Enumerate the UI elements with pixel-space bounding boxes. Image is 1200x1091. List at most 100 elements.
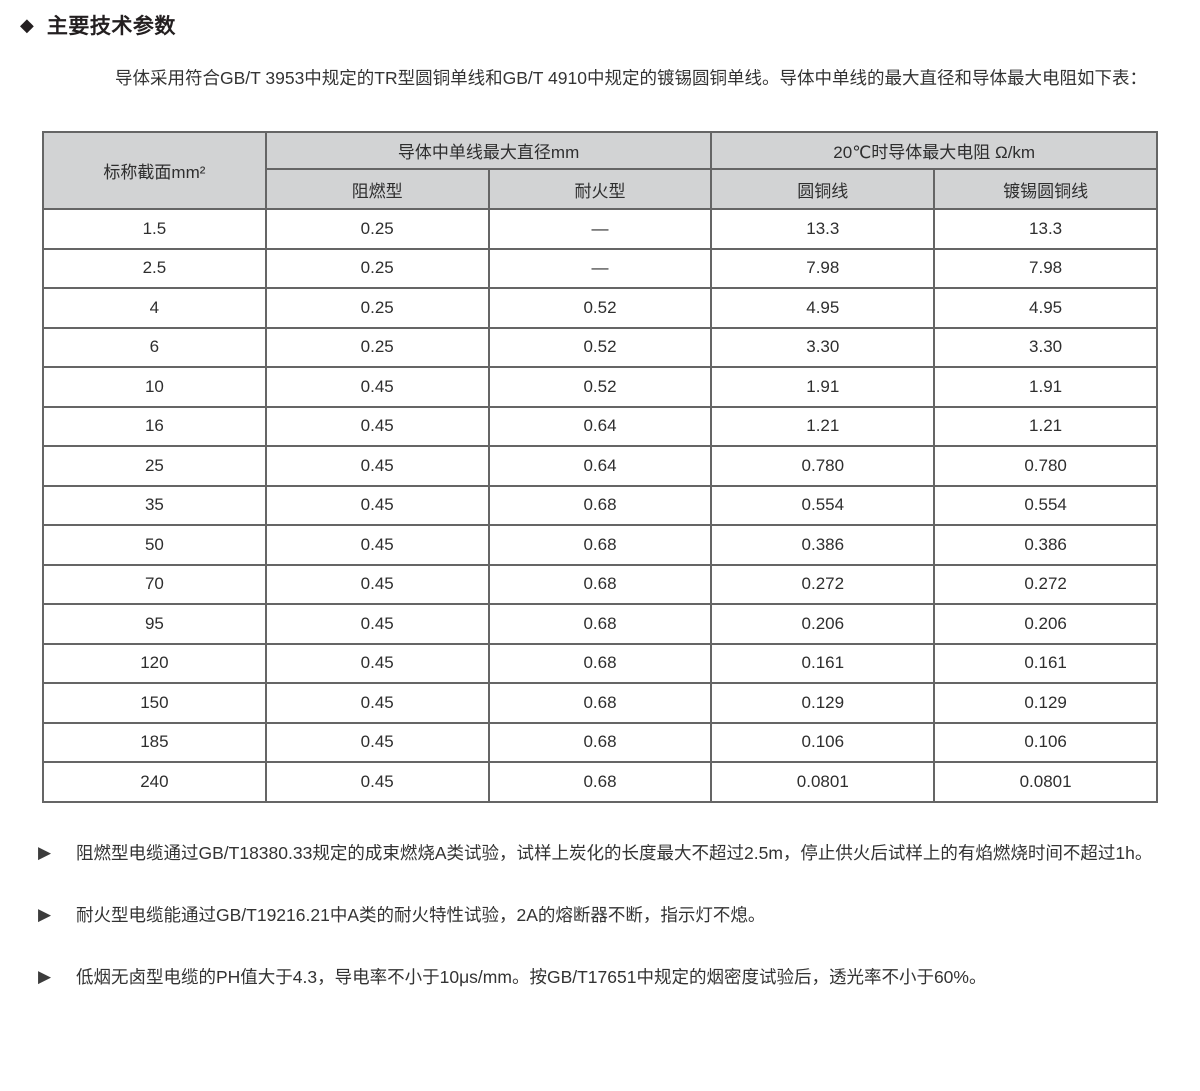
table-cell: 0.25: [264, 247, 490, 289]
table-cell: 50: [42, 524, 267, 566]
table-cell: 0.554: [933, 484, 1158, 526]
spec-table-head: 标称截面mm² 导体中单线最大直径mm 20℃时导体最大电阻 Ω/km 阻燃型 …: [42, 131, 1158, 210]
notes-section: ▶ 阻燃型电缆通过GB/T18380.33规定的成束燃烧A类试验，试样上炭化的长…: [38, 834, 1172, 996]
table-cell: 0.68: [487, 484, 713, 526]
table-cell: 0.45: [264, 484, 490, 526]
table-cell: 0.45: [264, 603, 490, 645]
table-cell: 0.45: [264, 524, 490, 566]
table-cell: 0.52: [487, 287, 713, 329]
table-cell: 0.272: [710, 563, 936, 605]
table-cell: 4.95: [933, 287, 1158, 329]
table-row: 1.5 0.25—13.3 13.3: [42, 208, 1158, 250]
table-cell: 1.21: [933, 405, 1158, 447]
table-cell: 1.91: [710, 366, 936, 408]
table-cell: —: [487, 208, 713, 250]
table-cell: 1.91: [933, 366, 1158, 408]
table-row: 25 0.45 0.64 0.780 0.780: [42, 445, 1158, 487]
table-row: 16 0.45 0.64 1.21 1.21: [42, 405, 1158, 447]
table-cell: 0.106: [933, 721, 1158, 763]
table-row: 95 0.45 0.68 0.206 0.206: [42, 603, 1158, 645]
table-cell: 7.98: [710, 247, 936, 289]
table-cell: 0.45: [264, 563, 490, 605]
table-cell: 1.5: [42, 208, 267, 250]
table-cell: 35: [42, 484, 267, 526]
table-cell: 0.206: [933, 603, 1158, 645]
table-cell: 0.106: [710, 721, 936, 763]
table-row: 6 0.25 0.52 3.30 3.30: [42, 326, 1158, 368]
note-text: 低烟无卤型电缆的PH值大于4.3，导电率不小于10μs/mm。按GB/T1765…: [76, 966, 987, 987]
note-text: 耐火型电缆能通过GB/T19216.21中A类的耐火特性试验，2A的熔断器不断，…: [76, 904, 766, 925]
diamond-icon: ◆: [20, 15, 34, 35]
header-nominal-section: 标称截面mm²: [42, 131, 267, 210]
table-cell: 0.129: [710, 682, 936, 724]
note-item: ▶ 耐火型电缆能通过GB/T19216.21中A类的耐火特性试验，2A的熔断器不…: [38, 896, 1172, 934]
table-cell: 6: [42, 326, 267, 368]
table-cell: 0.161: [933, 642, 1158, 684]
table-cell: 0.272: [933, 563, 1158, 605]
table-cell: 0.68: [487, 524, 713, 566]
header-max-wire-diameter-group: 导体中单线最大直径mm: [264, 131, 713, 170]
spec-table-body: 1.5 0.25—13.3 13.3 2.5 0.25—7.98 7.98 4 0.25 0.5…: [42, 208, 1158, 803]
table-cell: 0.554: [710, 484, 936, 526]
table-cell: 0.386: [710, 524, 936, 566]
table-cell: 3.30: [710, 326, 936, 368]
table-cell: 13.3: [933, 208, 1158, 250]
table-cell: 185: [42, 721, 267, 763]
intro-paragraph: 导体采用符合GB/T 3953中规定的TR型圆铜单线和GB/T 4910中规定的…: [115, 68, 1147, 88]
table-row: 70 0.45 0.68 0.272 0.272: [42, 563, 1158, 605]
table-cell: 150: [42, 682, 267, 724]
table-cell: 0.45: [264, 366, 490, 408]
header-tinned-round-copper: 镀锡圆铜线: [933, 168, 1158, 210]
table-cell: 0.45: [264, 721, 490, 763]
table-row: 150 0.45 0.68 0.129 0.129: [42, 682, 1158, 724]
table-row: 50 0.45 0.68 0.386 0.386: [42, 524, 1158, 566]
table-cell: 0.161: [710, 642, 936, 684]
table-row: 240 0.45 0.68 0.0801 0.0801: [42, 761, 1158, 803]
table-row: 35 0.45 0.68 0.554 0.554: [42, 484, 1158, 526]
table-cell: 10: [42, 366, 267, 408]
table-row: 2.5 0.25—7.98 7.98: [42, 247, 1158, 289]
table-cell: 0.206: [710, 603, 936, 645]
header-flame-retardant: 阻燃型: [264, 168, 490, 210]
table-cell: 0.25: [264, 287, 490, 329]
triangle-icon: ▶: [38, 966, 52, 986]
table-cell: 95: [42, 603, 267, 645]
table-cell: 2.5: [42, 247, 267, 289]
table-cell: 0.68: [487, 563, 713, 605]
table-cell: 13.3: [710, 208, 936, 250]
table-cell: 0.64: [487, 405, 713, 447]
table-row: 4 0.25 0.52 4.95 4.95: [42, 287, 1158, 329]
note-item: ▶ 阻燃型电缆通过GB/T18380.33规定的成束燃烧A类试验，试样上炭化的长…: [38, 834, 1172, 872]
table-cell: 240: [42, 761, 267, 803]
triangle-icon: ▶: [38, 842, 52, 862]
table-header-sub-row: 阻燃型 耐火型 圆铜线 镀锡圆铜线: [43, 168, 1158, 210]
table-cell: 0.45: [264, 405, 490, 447]
triangle-icon: ▶: [38, 904, 52, 924]
table-row: 185 0.45 0.68 0.106 0.106: [42, 721, 1158, 763]
table-cell: 0.25: [264, 208, 490, 250]
table-cell: 0.68: [487, 642, 713, 684]
table-cell: 0.52: [487, 326, 713, 368]
table-cell: —: [487, 247, 713, 289]
section-title-row: ◆ 主要技术参数: [20, 10, 1200, 40]
table-cell: 0.68: [487, 682, 713, 724]
spec-table: 标称截面mm² 导体中单线最大直径mm 20℃时导体最大电阻 Ω/km 阻燃型 …: [42, 131, 1158, 803]
header-fire-resistant: 耐火型: [487, 168, 713, 210]
page-title: 主要技术参数: [46, 15, 176, 38]
header-round-copper: 圆铜线: [710, 168, 936, 210]
table-row: 10 0.45 0.52 1.91 1.91: [42, 366, 1158, 408]
table-cell: 4: [42, 287, 267, 329]
note-item: ▶ 低烟无卤型电缆的PH值大于4.3，导电率不小于10μs/mm。按GB/T17…: [38, 958, 1172, 996]
table-row: 120 0.45 0.68 0.161 0.161: [42, 642, 1158, 684]
table-cell: 0.68: [487, 721, 713, 763]
table-cell: 0.68: [487, 761, 713, 803]
table-header-group-row: 标称截面mm² 导体中单线最大直径mm 20℃时导体最大电阻 Ω/km: [42, 131, 1158, 210]
table-cell: 0.780: [710, 445, 936, 487]
table-cell: 3.30: [933, 326, 1158, 368]
table-cell: 0.45: [264, 682, 490, 724]
table-cell: 0.52: [487, 366, 713, 408]
table-cell: 0.0801: [710, 761, 936, 803]
table-cell: 0.45: [264, 445, 490, 487]
note-text: 阻燃型电缆通过GB/T18380.33规定的成束燃烧A类试验，试样上炭化的长度最…: [76, 842, 1153, 863]
table-cell: 0.64: [487, 445, 713, 487]
